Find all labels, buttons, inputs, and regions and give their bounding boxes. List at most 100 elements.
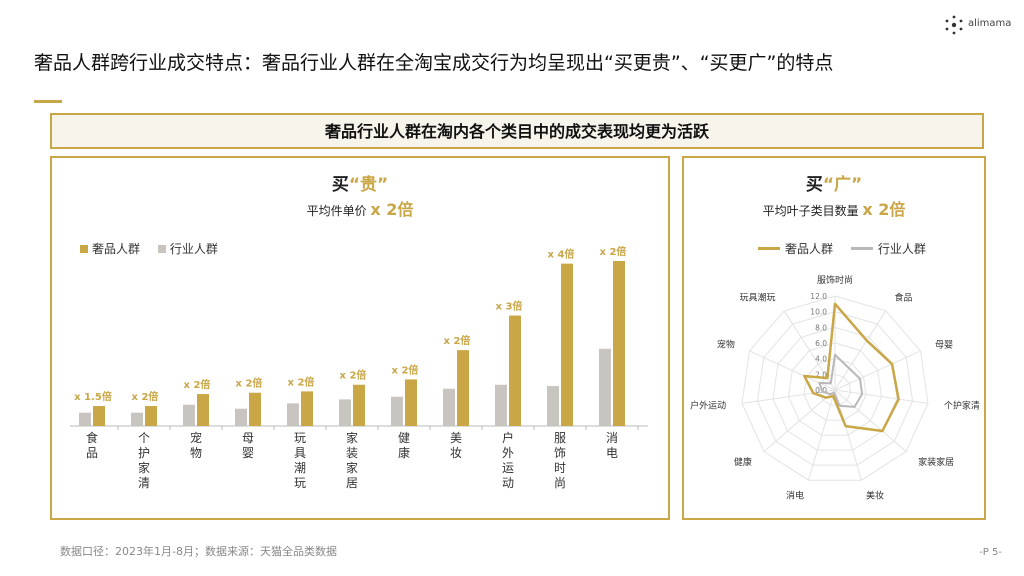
bar-category-label: 美妆 <box>450 431 462 460</box>
bar-chart-legend: 奢品人群 行业人群 <box>80 240 232 257</box>
bar-category-char: 妆 <box>450 446 462 460</box>
radar-chart-panel: 买“广” 平均叶子类目数量 x 2倍 奢品人群 行业人群 0.0 2.0 4.0 6.… <box>682 156 986 520</box>
bar-category-char: 家 <box>138 460 150 475</box>
bar-luxury <box>301 391 313 426</box>
bar-luxury <box>457 350 469 426</box>
bar-category-char: 电 <box>606 446 618 460</box>
bar-industry <box>183 404 195 426</box>
radar-axis-spoke <box>808 389 836 481</box>
bar-category-char: 尚 <box>554 476 566 490</box>
bar-subtitle-label: 平均件单价 <box>306 204 367 218</box>
bar-category-label: 健康 <box>398 431 410 460</box>
bar-category-char: 玩 <box>294 431 306 445</box>
bar-data-label: x 2倍 <box>288 375 315 388</box>
bar-category-char: 个 <box>138 431 150 445</box>
radar-axis-spoke <box>834 389 929 404</box>
radar-tick-label: 10.0 <box>810 308 827 317</box>
radar-grid-ring <box>756 311 914 466</box>
bar-category-label: 宠物 <box>190 430 202 460</box>
radar-category-label: 食品 <box>894 291 912 303</box>
radar-chart-title: 买“广” <box>684 170 984 195</box>
radar-category-label: 户外运动 <box>690 400 726 412</box>
bar-data-label: x 3倍 <box>496 300 523 313</box>
bar-data-label: x 2倍 <box>184 378 211 391</box>
radar-category-label: 家装家居 <box>918 456 954 468</box>
bar-category-label: 个护家清 <box>138 431 150 490</box>
bar-category-char: 宠 <box>190 430 202 445</box>
bar-category-char: 美 <box>450 431 462 445</box>
bar-data-label: x 2倍 <box>392 363 419 376</box>
bar-category-char: 食 <box>86 430 98 445</box>
radar-legend-item-luxury: 奢品人群 <box>758 242 833 256</box>
radar-title-highlight: “广” <box>822 175 863 195</box>
title-underline <box>34 100 62 103</box>
legend-item-luxury: 奢品人群 <box>80 242 140 256</box>
bar-category-label: 服饰时尚 <box>554 431 566 490</box>
summary-banner: 奢品行业人群在淘内各个类目中的成交表现均更为活跃 <box>50 113 984 149</box>
radar-category-label: 健康 <box>734 456 752 468</box>
radar-subtitle-multiplier: x 2倍 <box>862 200 906 219</box>
radar-tick-label: 4.0 <box>815 355 827 364</box>
bar-category-char: 品 <box>86 446 98 460</box>
bar-data-label: x 2倍 <box>132 390 159 403</box>
bar-category-char: 外 <box>502 446 514 460</box>
bar-category-char: 玩 <box>294 476 306 490</box>
legend-swatch-industry <box>157 245 166 253</box>
bar-category-char: 具 <box>294 446 306 460</box>
bar-luxury <box>249 392 261 426</box>
radar-series-industry <box>818 353 864 408</box>
bar-data-label: x 2倍 <box>600 245 627 258</box>
bar-luxury <box>197 394 209 426</box>
bar-category-char: 婴 <box>242 446 254 460</box>
radar-axis-spoke <box>834 389 907 452</box>
bar-industry <box>235 408 247 426</box>
bar-luxury <box>509 315 521 426</box>
bar-data-label: x 2倍 <box>236 377 263 390</box>
bar-luxury <box>145 406 157 426</box>
bar-category-char: 潮 <box>294 460 306 475</box>
radar-legend-label-industry: 行业人群 <box>877 242 926 256</box>
bar-industry <box>495 384 507 426</box>
bar-category-label: 食品 <box>86 430 98 460</box>
legend-item-industry: 行业人群 <box>157 242 218 256</box>
radar-category-label: 母婴 <box>935 339 953 350</box>
bar-category-char: 饰 <box>554 446 566 460</box>
radar-tick-label: 12.0 <box>810 292 827 301</box>
radar-legend-line-industry <box>850 247 873 250</box>
bar-category-char: 时 <box>554 461 566 475</box>
page-title: 奢品人群跨行业成交特点：奢品行业人群在全淘宝成交行为均呈现出“买更贵”、“买更广… <box>34 52 834 74</box>
bar-category-char: 母 <box>242 431 254 445</box>
bar-industry <box>547 386 559 426</box>
bar-category-char: 护 <box>138 446 150 460</box>
bar-luxury <box>93 406 105 426</box>
bar-category-char: 物 <box>190 446 202 460</box>
bar-subtitle-multiplier: x 2倍 <box>370 200 414 219</box>
legend-label-industry: 行业人群 <box>169 242 218 256</box>
bar-category-char: 居 <box>346 476 358 490</box>
bar-title-main: 买 <box>331 175 349 195</box>
radar-tick-label: 2.0 <box>815 370 827 379</box>
radar-category-label: 个护家清 <box>944 400 980 412</box>
bar-category-label: 玩具潮玩 <box>294 431 306 490</box>
radar-tick-label: 8.0 <box>815 323 827 332</box>
radar-chart-legend: 奢品人群 行业人群 <box>758 240 940 257</box>
bar-chart-subtitle: 平均件单价 x 2倍 <box>52 196 668 220</box>
radar-category-label: 玩具潮玩 <box>740 291 776 303</box>
radar-title-main: 买 <box>805 175 823 195</box>
bar-luxury <box>353 384 365 426</box>
radar-grid-ring <box>787 342 883 436</box>
bar-category-char: 服 <box>554 431 566 445</box>
bar-category-label: 消电 <box>606 431 618 460</box>
bar-category-char: 消 <box>606 431 618 445</box>
bar-category-char: 装 <box>346 446 358 460</box>
bar-industry <box>131 412 143 426</box>
bar-category-char: 清 <box>138 476 150 490</box>
bar-category-char: 家 <box>346 460 358 475</box>
radar-legend-line-luxury <box>758 247 780 250</box>
bar-industry <box>443 388 455 426</box>
bar-category-label: 户外运动 <box>502 430 514 490</box>
bar-luxury <box>561 263 573 426</box>
radar-category-label: 美妆 <box>866 490 884 502</box>
bar-chart-title: 买“贵” <box>52 170 668 195</box>
